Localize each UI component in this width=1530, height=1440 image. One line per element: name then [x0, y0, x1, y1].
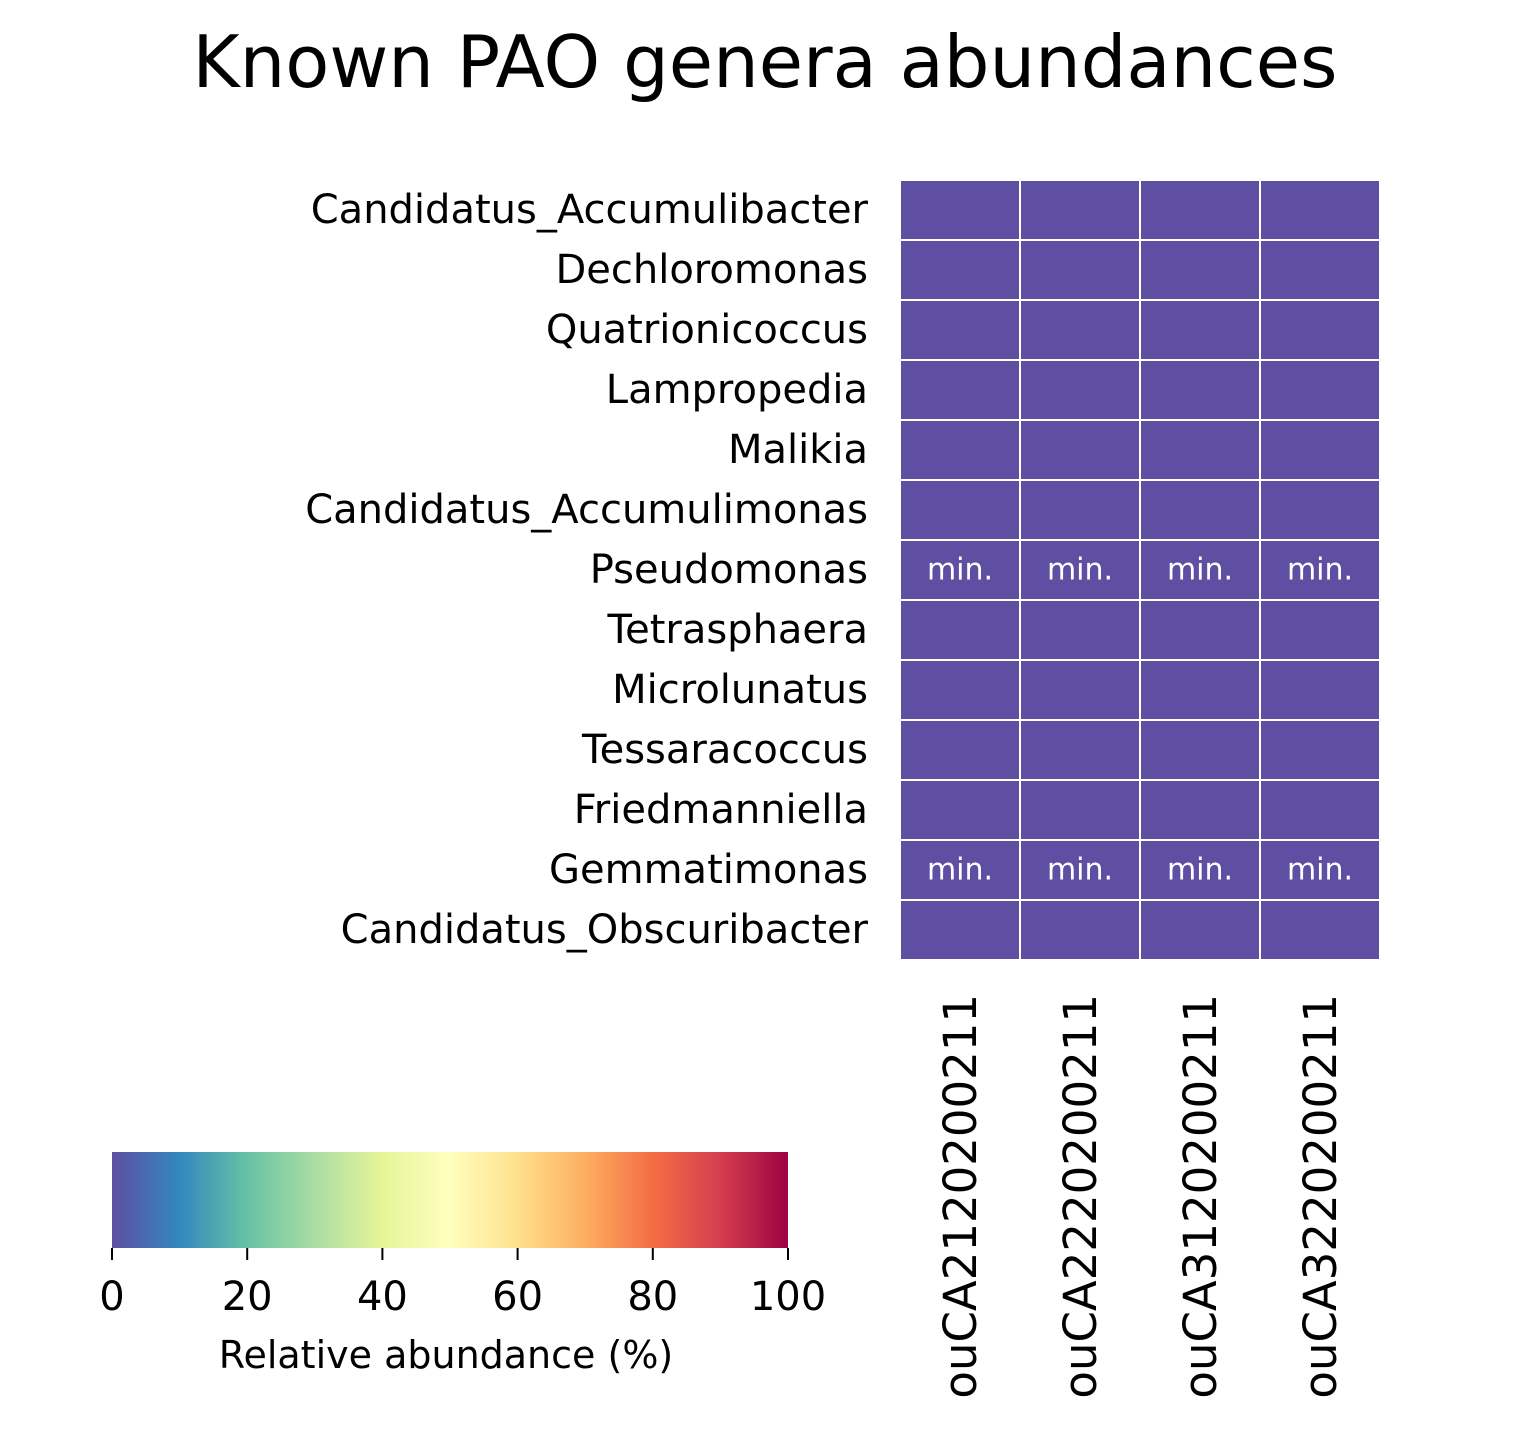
heatmap-cell: [1139, 299, 1261, 361]
cell-annotation: min.: [1047, 853, 1113, 888]
heatmap-cell: [1259, 839, 1381, 901]
colorbar-tick-label: 20: [222, 1274, 273, 1320]
cell-annotation: min.: [1167, 553, 1233, 588]
heatmap-cell: [899, 179, 1021, 241]
heatmap-cell: [1019, 659, 1141, 721]
row-label: Gemmatimonas: [549, 847, 868, 893]
heatmap-cells: min. min. min. min. min. min. min. min.: [899, 179, 1381, 961]
colorbar: 0 20 40 60 80 100 Relative abundance (%): [99, 1152, 826, 1377]
cell-annotation: min.: [1167, 853, 1233, 888]
heatmap-cell: [1259, 719, 1381, 781]
heatmap-cell: [899, 539, 1021, 601]
cell-annotation: min.: [927, 853, 993, 888]
row-label: Pseudomonas: [590, 547, 868, 593]
heatmap-cell: [1259, 359, 1381, 421]
row-labels: Candidatus_Accumulibacter Dechloromonas Qu…: [305, 187, 868, 953]
row-label: Candidatus_Accumulimonas: [305, 487, 868, 533]
colorbar-tick-label: 40: [357, 1274, 408, 1320]
heatmap-cell: [1259, 179, 1381, 241]
heatmap-cell: [899, 659, 1021, 721]
heatmap-cell: [1139, 239, 1261, 301]
heatmap-cell: [1139, 479, 1261, 541]
heatmap-cell: [1019, 179, 1141, 241]
heatmap-cell: [899, 239, 1021, 301]
cell-annotation: min.: [1287, 553, 1353, 588]
row-label: Dechloromonas: [555, 247, 868, 293]
heatmap-cell: [1139, 539, 1261, 601]
colorbar-tick-label: 80: [627, 1274, 678, 1320]
heatmap-cell: [1019, 359, 1141, 421]
heatmap-cell: [1139, 419, 1261, 481]
heatmap-cell: [1259, 239, 1381, 301]
heatmap-cell: [1019, 299, 1141, 361]
heatmap-cell: [1139, 719, 1261, 781]
heatmap-cell: [899, 359, 1021, 421]
cell-annotation: min.: [927, 553, 993, 588]
heatmap-cell: [1019, 599, 1141, 661]
cell-annotation: min.: [1047, 553, 1113, 588]
column-label: ouCA2120200211: [934, 994, 987, 1399]
column-label: ouCA2220200211: [1054, 994, 1107, 1399]
heatmap-cell: [1019, 719, 1141, 781]
row-label: Tetrasphaera: [606, 607, 868, 653]
heatmap-cell: [1139, 179, 1261, 241]
heatmap-cell: [1259, 659, 1381, 721]
heatmap-cell: [1259, 479, 1381, 541]
colorbar-tick-label: 0: [99, 1274, 124, 1320]
colorbar-tick-label: 100: [750, 1274, 826, 1320]
heatmap-cell: [899, 599, 1021, 661]
column-label: ouCA3120200211: [1174, 994, 1227, 1399]
heatmap-cell: [1139, 359, 1261, 421]
row-label: Malikia: [728, 427, 868, 473]
chart-title: Known PAO genera abundances: [192, 20, 1338, 104]
heatmap-cell: [1139, 899, 1261, 961]
cell-annotation: min.: [1287, 853, 1353, 888]
colorbar-tick-label: 60: [492, 1274, 543, 1320]
heatmap-cell: [899, 899, 1021, 961]
heatmap-cell: [899, 719, 1021, 781]
heatmap-cell: [1019, 779, 1141, 841]
row-label: Candidatus_Accumulibacter: [311, 187, 869, 233]
heatmap-cell: [1259, 779, 1381, 841]
heatmap-cell: [1259, 899, 1381, 961]
heatmap-cell: [899, 479, 1021, 541]
heatmap-cell: [1139, 659, 1261, 721]
column-labels: ouCA2120200211 ouCA2220200211 ouCA31202002…: [934, 994, 1347, 1399]
row-label: Tessaracoccus: [581, 727, 868, 773]
heatmap-cell: [1019, 479, 1141, 541]
row-label: Friedmanniella: [574, 787, 868, 833]
heatmap-cell: [899, 779, 1021, 841]
heatmap-cell: [1139, 779, 1261, 841]
heatmap-cell: [1259, 419, 1381, 481]
heatmap-cell: [899, 419, 1021, 481]
heatmap-cell: [1259, 599, 1381, 661]
heatmap-cell: [1139, 599, 1261, 661]
heatmap-cell: [1019, 899, 1141, 961]
column-label: ouCA3220200211: [1294, 994, 1347, 1399]
row-label: Quatrionicoccus: [546, 307, 868, 353]
heatmap-cell: [1019, 419, 1141, 481]
colorbar-label: Relative abundance (%): [219, 1333, 674, 1377]
heatmap-cell: [1019, 539, 1141, 601]
heatmap-cell: [899, 299, 1021, 361]
row-label: Candidatus_Obscuribacter: [341, 907, 869, 953]
heatmap-cell: [1019, 239, 1141, 301]
colorbar-gradient: [112, 1152, 788, 1248]
row-label: Lampropedia: [606, 367, 868, 413]
row-label: Microlunatus: [612, 667, 868, 713]
heatmap-cell: [1259, 299, 1381, 361]
